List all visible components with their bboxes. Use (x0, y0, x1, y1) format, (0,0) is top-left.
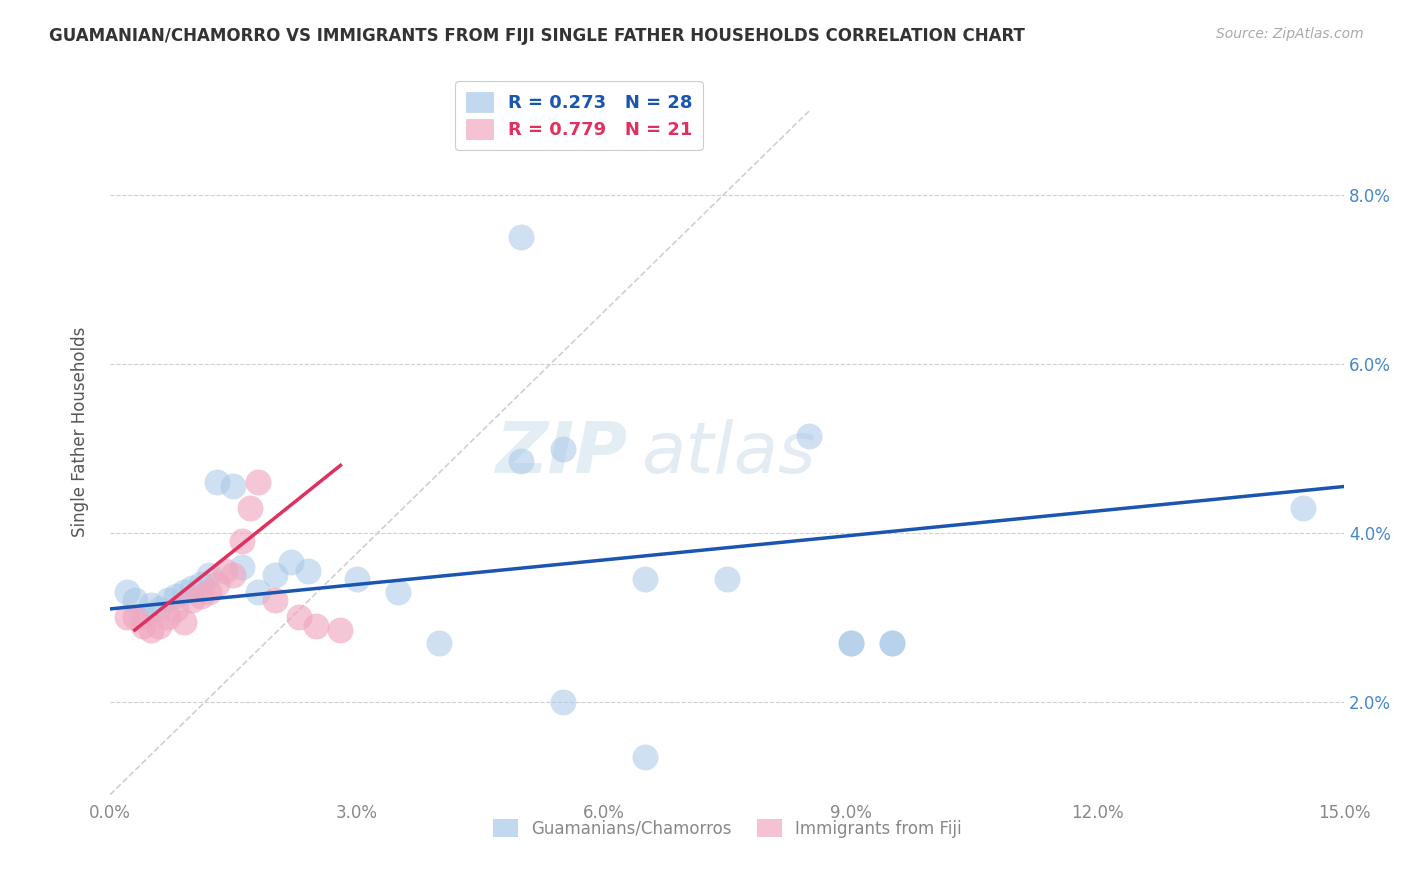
Point (551, 442, 574, 456)
Text: Source: ZipAtlas.com: Source: ZipAtlas.com (1216, 27, 1364, 41)
Point (148, 602, 170, 616)
Point (263, 593, 285, 607)
Point (156, 610, 179, 624)
Text: ZIP: ZIP (496, 419, 628, 488)
Y-axis label: Single Father Households: Single Father Households (72, 326, 89, 537)
Point (634, 573, 657, 587)
Point (173, 615, 195, 629)
Point (141, 623, 163, 637)
Point (551, 695, 574, 709)
Point (132, 619, 155, 633)
Point (165, 602, 187, 616)
Point (222, 479, 245, 493)
Point (288, 610, 311, 624)
Point (839, 636, 862, 650)
Point (198, 585, 221, 599)
Point (115, 585, 138, 599)
Point (280, 556, 302, 570)
Text: GUAMANIAN/CHAMORRO VS IMMIGRANTS FROM FIJI SINGLE FATHER HOUSEHOLDS CORRELATION : GUAMANIAN/CHAMORRO VS IMMIGRANTS FROM FI… (49, 27, 1025, 45)
Point (115, 610, 138, 624)
Point (1292, 500, 1315, 515)
Point (839, 636, 862, 650)
Point (181, 593, 204, 607)
Point (173, 585, 195, 599)
Point (510, 454, 533, 468)
Point (231, 559, 253, 574)
Point (214, 564, 236, 578)
Point (263, 568, 285, 582)
Point (880, 636, 903, 650)
Point (346, 573, 368, 587)
Point (222, 568, 245, 582)
Point (387, 585, 409, 599)
Point (716, 573, 738, 587)
Point (510, 230, 533, 244)
Point (198, 568, 221, 582)
Legend: Guamanians/Chamorros, Immigrants from Fiji: Guamanians/Chamorros, Immigrants from Fi… (486, 813, 969, 845)
Point (124, 593, 146, 607)
Point (427, 636, 450, 650)
Point (165, 589, 187, 603)
Point (141, 598, 163, 612)
Point (247, 475, 270, 490)
Point (297, 564, 319, 578)
Point (205, 576, 228, 591)
Text: atlas: atlas (641, 419, 815, 488)
Point (329, 623, 352, 637)
Point (634, 749, 657, 764)
Point (231, 534, 253, 549)
Point (156, 593, 179, 607)
Point (880, 636, 903, 650)
Point (799, 429, 821, 443)
Point (181, 581, 204, 595)
Point (124, 610, 146, 624)
Point (305, 619, 328, 633)
Point (132, 610, 155, 624)
Point (190, 576, 212, 591)
Point (148, 619, 170, 633)
Point (247, 585, 270, 599)
Point (190, 589, 212, 603)
Point (239, 500, 262, 515)
Point (205, 475, 228, 490)
